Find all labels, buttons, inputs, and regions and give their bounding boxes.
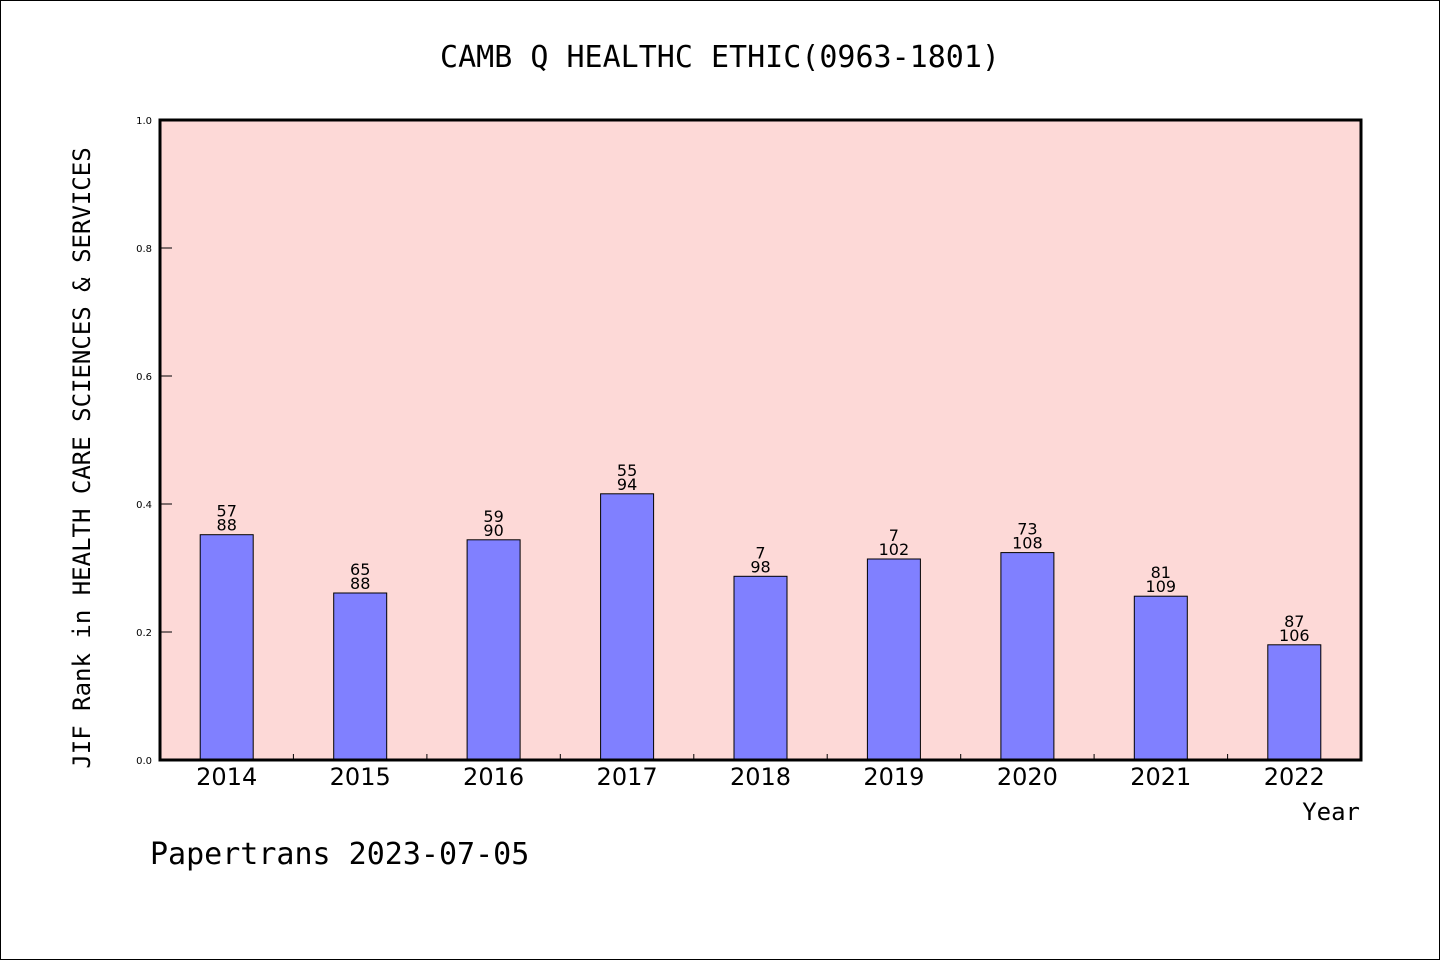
bar (466, 539, 521, 761)
bar (333, 592, 388, 761)
bar-rank-label: 81 (1151, 563, 1171, 582)
x-axis-ticks: 2014 2015 2016 2017 2018 2019 2020 2021 2022 (196, 754, 1325, 791)
x-tick-label: 2016 (463, 763, 524, 791)
x-tick-label: 2015 (330, 763, 391, 791)
bar-total-label: 102 (879, 540, 910, 559)
bar-total-label: 106 (1279, 626, 1310, 645)
bar (600, 493, 655, 761)
footer-text: Papertrans 2023-07-05 (150, 837, 529, 872)
bar-rank-label: 59 (483, 507, 503, 526)
bar (1133, 595, 1188, 761)
bar-rank-label: 73 (1017, 520, 1037, 539)
bar-total-label: 98 (750, 557, 770, 576)
x-tick-label: 2022 (1264, 763, 1325, 791)
x-axis-label: Year (1302, 798, 1360, 826)
y-tick-label: 0.4 (136, 500, 152, 511)
bar-total-label: 88 (217, 516, 237, 535)
bar (733, 575, 788, 761)
y-axis-label: JIF Rank in HEALTH CARE SCIENCES & SERVI… (68, 147, 96, 768)
y-tick-label: 0.2 (136, 628, 152, 639)
bar-total-label: 94 (617, 475, 637, 494)
x-tick-label: 2017 (597, 763, 658, 791)
x-tick-label: 2018 (730, 763, 791, 791)
x-tick-label: 2014 (196, 763, 257, 791)
y-tick-label: 1.0 (136, 116, 152, 127)
bar-rank-label: 87 (1284, 612, 1304, 631)
bar (1000, 552, 1055, 761)
bar-rank-label: 7 (755, 543, 765, 562)
bar-rank-label: 57 (217, 502, 237, 521)
bar (199, 534, 254, 761)
bar-rank-label: 7 (889, 526, 899, 545)
chart-title: CAMB Q HEALTHC ETHIC(0963-1801) (440, 40, 1000, 75)
bar-rank-label: 65 (350, 560, 370, 579)
bar-total-label: 88 (350, 574, 370, 593)
bar-total-label: 90 (483, 521, 503, 540)
bar-total-label: 109 (1146, 577, 1177, 596)
y-tick-label: 0.8 (136, 244, 152, 255)
x-tick-label: 2019 (863, 763, 924, 791)
bar-total-label: 108 (1012, 534, 1043, 553)
y-tick-label: 0.6 (136, 372, 152, 383)
bar-rank-label: 55 (617, 461, 637, 480)
bar (1267, 644, 1322, 761)
y-tick-label: 0.0 (136, 756, 152, 767)
x-tick-label: 2020 (997, 763, 1058, 791)
plot-border (158, 118, 1363, 762)
x-tick-label: 2021 (1130, 763, 1191, 791)
bar (866, 558, 921, 761)
